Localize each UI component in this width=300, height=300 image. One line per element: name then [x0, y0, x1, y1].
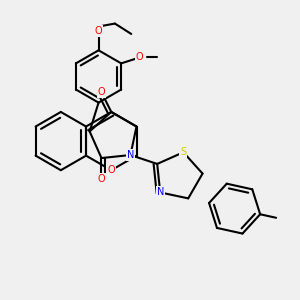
Text: O: O: [98, 87, 105, 97]
Text: N: N: [157, 188, 164, 197]
Text: O: O: [95, 26, 102, 36]
Text: O: O: [98, 174, 105, 184]
Text: S: S: [180, 147, 186, 157]
Text: N: N: [127, 150, 134, 160]
Text: O: O: [136, 52, 143, 62]
Text: O: O: [107, 165, 115, 175]
